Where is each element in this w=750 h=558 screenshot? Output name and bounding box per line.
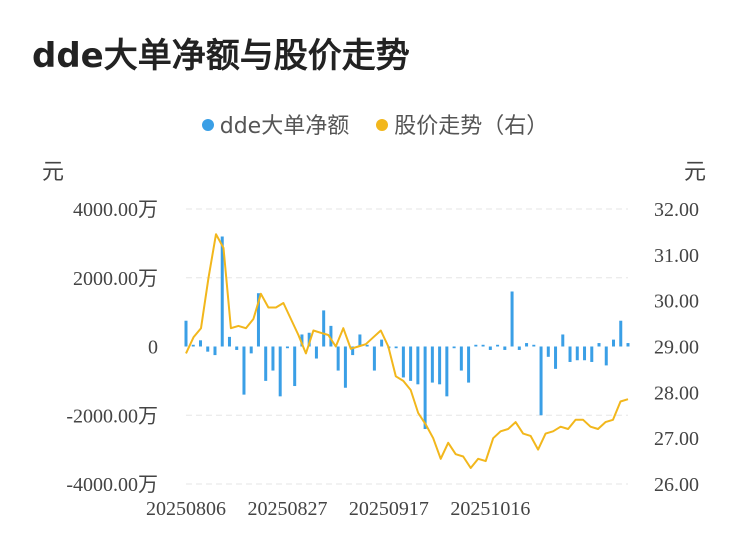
right-tick-label: 29.00 bbox=[654, 337, 699, 359]
dde-bar bbox=[380, 339, 384, 347]
bar-series-dde bbox=[184, 236, 630, 429]
dde-bar bbox=[307, 332, 311, 347]
dde-bar bbox=[438, 346, 442, 385]
dde-bar bbox=[264, 346, 268, 381]
right-axis-unit: 元 bbox=[684, 160, 707, 185]
dde-bar bbox=[278, 346, 282, 397]
right-axis-ticks: 32.00 31.00 30.00 29.00 28.00 27.00 26.00 bbox=[654, 199, 699, 496]
x-tick-label: 20250917 bbox=[349, 498, 429, 520]
dde-bar bbox=[191, 344, 195, 347]
dde-bar bbox=[430, 346, 434, 383]
dde-bar bbox=[351, 346, 355, 356]
x-tick-label: 20250806 bbox=[146, 498, 226, 520]
right-tick-label: 30.00 bbox=[654, 291, 699, 313]
dde-bar bbox=[394, 346, 398, 349]
legend-label-price: 股价走势（右） bbox=[394, 114, 549, 139]
dde-bar bbox=[481, 344, 485, 347]
dde-bar bbox=[583, 346, 587, 361]
left-tick-label: 0 bbox=[148, 337, 158, 359]
dde-bar bbox=[510, 291, 514, 347]
legend-label-dde: dde大单净额 bbox=[219, 114, 350, 139]
dde-bar bbox=[590, 346, 594, 362]
dde-bar bbox=[517, 346, 521, 350]
dde-bar bbox=[227, 336, 231, 347]
dde-bar bbox=[626, 343, 630, 347]
price-line bbox=[185, 233, 629, 469]
dde-bar bbox=[358, 334, 362, 347]
x-axis-ticks: 20250806 20250827 20250917 20251016 bbox=[146, 498, 530, 520]
dde-bar bbox=[539, 346, 543, 416]
dde-bar bbox=[322, 310, 326, 347]
dde-bar bbox=[329, 325, 333, 347]
dde-bar bbox=[416, 346, 420, 385]
legend-dot-price bbox=[376, 119, 389, 131]
dde-bar bbox=[467, 346, 471, 383]
dde-bar bbox=[503, 346, 507, 350]
left-tick-label: -4000.00万 bbox=[66, 474, 158, 496]
dde-bar bbox=[343, 346, 347, 388]
left-tick-label: 4000.00万 bbox=[73, 199, 158, 221]
dde-bar bbox=[532, 344, 536, 347]
right-tick-label: 31.00 bbox=[654, 245, 699, 267]
dde-bar bbox=[546, 346, 550, 357]
dde-bar bbox=[401, 346, 405, 378]
dde-bar bbox=[496, 344, 500, 347]
x-tick-label: 20250827 bbox=[247, 498, 327, 520]
dde-bar bbox=[597, 343, 601, 347]
dde-bar bbox=[575, 346, 579, 361]
right-tick-label: 27.00 bbox=[654, 428, 699, 450]
legend-item-price[interactable]: 股价走势（右） bbox=[376, 108, 548, 140]
dde-bar bbox=[220, 236, 224, 347]
dde-bar bbox=[554, 346, 558, 369]
legend-item-dde[interactable]: dde大单净额 bbox=[201, 108, 350, 140]
dde-bar bbox=[184, 320, 188, 347]
dde-bar bbox=[213, 346, 217, 356]
left-axis-ticks: 4000.00万 2000.00万 0 -2000.00万 -4000.00万 bbox=[66, 199, 158, 496]
left-axis-unit: 元 bbox=[42, 160, 65, 185]
dde-bar bbox=[423, 346, 427, 429]
dde-bar bbox=[249, 346, 253, 354]
dde-bar bbox=[336, 346, 340, 371]
dde-bar bbox=[206, 346, 210, 352]
x-tick-label: 20251016 bbox=[450, 498, 530, 520]
dde-bar bbox=[365, 344, 369, 347]
dde-bar bbox=[459, 346, 463, 371]
legend: dde大单净额 股价走势（右） bbox=[0, 108, 750, 140]
dde-bar bbox=[612, 339, 616, 347]
left-tick-label: 2000.00万 bbox=[73, 268, 158, 290]
dde-bar bbox=[525, 343, 529, 347]
dde-bar bbox=[488, 346, 492, 350]
left-tick-label: -2000.00万 bbox=[66, 405, 158, 427]
dde-bar bbox=[372, 346, 376, 371]
dde-bar bbox=[474, 344, 478, 347]
dde-bar bbox=[568, 346, 572, 362]
chart-title: dde大单净额与股价走势 bbox=[32, 36, 410, 76]
dde-bar bbox=[293, 346, 297, 387]
dde-bar bbox=[619, 320, 623, 347]
dde-bar bbox=[561, 334, 565, 347]
dde-bar bbox=[314, 346, 318, 359]
right-tick-label: 32.00 bbox=[654, 199, 699, 221]
dde-bar bbox=[452, 346, 456, 349]
right-tick-label: 28.00 bbox=[654, 382, 699, 404]
right-tick-label: 26.00 bbox=[654, 474, 699, 496]
dde-bar bbox=[445, 346, 449, 397]
dde-bar bbox=[409, 346, 413, 381]
dde-bar bbox=[285, 346, 289, 349]
dde-bar bbox=[604, 346, 608, 366]
grid-lines bbox=[186, 208, 628, 485]
dde-bar bbox=[235, 346, 239, 350]
legend-dot-dde bbox=[201, 119, 214, 131]
dde-bar bbox=[198, 340, 202, 347]
dde-bar bbox=[256, 293, 260, 347]
dde-bar bbox=[300, 334, 304, 347]
dde-bar bbox=[242, 346, 246, 395]
dde-bar bbox=[271, 346, 275, 371]
line-series-price bbox=[185, 233, 629, 469]
